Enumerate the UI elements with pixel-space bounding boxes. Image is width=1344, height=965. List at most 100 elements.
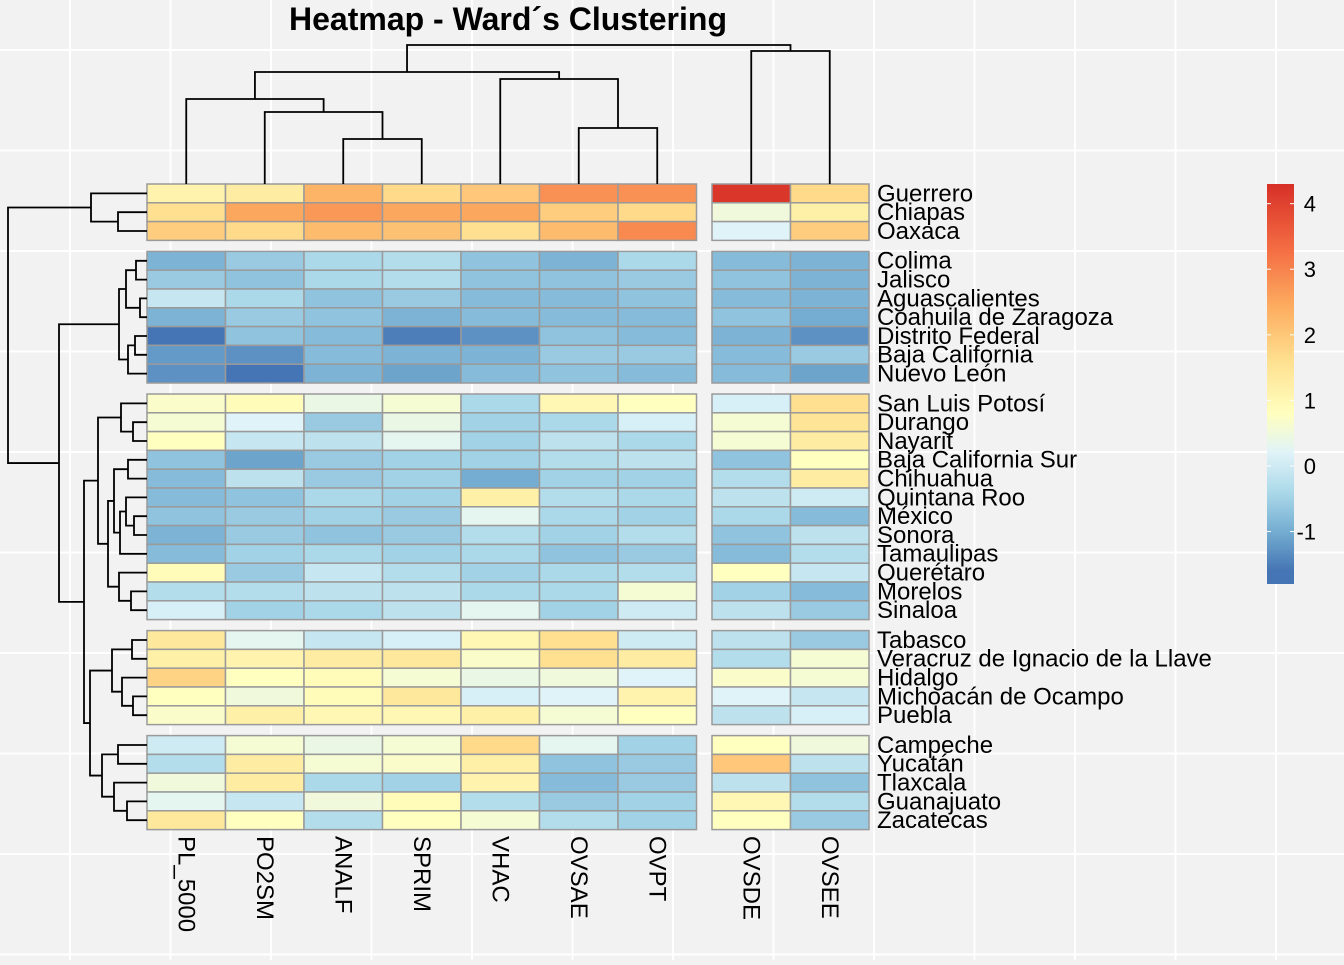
row-label: Yucatán [877,751,964,778]
heatmap-cell [460,648,541,669]
row-dendrogram-link [113,781,147,812]
row-label: México [877,503,953,530]
heatmap-cell [381,288,462,309]
heatmap-cell [711,288,792,309]
heatmap-cell [146,734,227,756]
row-label: Veracruz de Ignacio de la Llave [877,646,1212,673]
heatmap-cell [617,648,698,669]
heatmap-cell [303,344,384,365]
heatmap-cell [460,667,541,688]
heatmap-cell [303,562,384,583]
heatmap-cell [146,686,227,707]
heatmap-cell [224,524,305,546]
heatmap-cell [711,430,792,452]
heatmap-cell [789,753,870,774]
heatmap-cell [146,600,227,621]
heatmap-cell [460,430,541,452]
row-dendrogram-link [58,323,119,603]
heatmap-cell [303,220,384,242]
row-label: Nuevo León [877,361,1006,388]
legend-tick-label: -1 [1296,520,1316,545]
heatmap-cell [538,288,619,309]
heatmap-cell [224,220,305,242]
row-dendrogram-link [125,269,140,309]
row-label: Hidalgo [877,665,958,692]
heatmap-cell [711,600,792,621]
heatmap-cell [460,412,541,433]
heatmap-cell [381,600,462,621]
heatmap-cell [146,562,227,583]
heatmap-cell [460,307,541,328]
row-dendrogram-link [118,571,147,602]
heatmap-cell [617,412,698,433]
heatmap-cell [617,629,698,651]
heatmap-cell [460,202,541,223]
heatmap-cell [460,288,541,309]
heatmap-cell [381,307,462,328]
heatmap-cell [789,220,870,242]
heatmap-cell [538,581,619,602]
heatmap-cell [146,791,227,812]
row-dendrogram-link [7,206,91,464]
heatmap-cell [538,412,619,433]
heatmap-cell [711,325,792,347]
heatmap-cell [789,269,870,290]
heatmap-cell [789,772,870,793]
heatmap-cell [617,325,698,347]
row-label: Baja California Sur [877,447,1077,474]
column-dendrogram-link [577,127,659,184]
column-label: PL_5000 [172,836,199,932]
heatmap-cell [460,220,541,242]
heatmap-cell [303,430,384,452]
heatmap-cell [381,810,462,831]
heatmap-cell [146,344,227,365]
heatmap-cell [460,562,541,583]
heatmap-cell [146,629,227,651]
heatmap-cell [381,468,462,489]
row-label: Chiapas [877,199,965,226]
heatmap-cell [789,581,870,602]
row-dendrogram-link [133,515,147,536]
heatmap-cell [381,393,462,414]
heatmap-cell [617,753,698,774]
row-label: Durango [877,409,969,436]
heatmap-cell [381,202,462,223]
heatmap-cell [303,183,384,204]
heatmap-cell [711,468,792,489]
row-dendrogram-link [83,479,98,724]
heatmap-cell [224,562,305,583]
legend-tick-label: 2 [1304,323,1316,348]
heatmap-cell [789,686,870,707]
heatmap-cell [711,412,792,433]
heatmap-cell [381,250,462,271]
heatmap-cell [303,250,384,271]
heatmap-cell [711,202,792,223]
heatmap-cell [789,705,870,726]
legend-tick-label: 0 [1304,454,1316,479]
heatmap-cell [303,269,384,290]
heatmap-cell [538,772,619,793]
heatmap-cell [711,791,792,812]
heatmap-cell [789,791,870,812]
column-label: OVSEE [816,836,843,919]
row-dendrogram-link [101,753,118,798]
heatmap-cell [617,449,698,470]
heatmap-cell [146,468,227,489]
heatmap-cell [538,600,619,621]
row-label: Aguascalientes [877,285,1040,312]
heatmap-cell [711,686,792,707]
heatmap-cell [381,487,462,508]
heatmap-cell [146,412,227,433]
heatmap-cell [711,629,792,651]
row-label: Puebla [877,702,952,729]
heatmap-cell [146,363,227,384]
heatmap-cell [711,543,792,564]
heatmap-cell [224,734,305,756]
heatmap-cell [460,734,541,756]
heatmap-cell [146,772,227,793]
heatmap-cell [617,543,698,564]
column-label: ANALF [329,836,356,913]
heatmap-cell [224,468,305,489]
heatmap-cell [617,307,698,328]
